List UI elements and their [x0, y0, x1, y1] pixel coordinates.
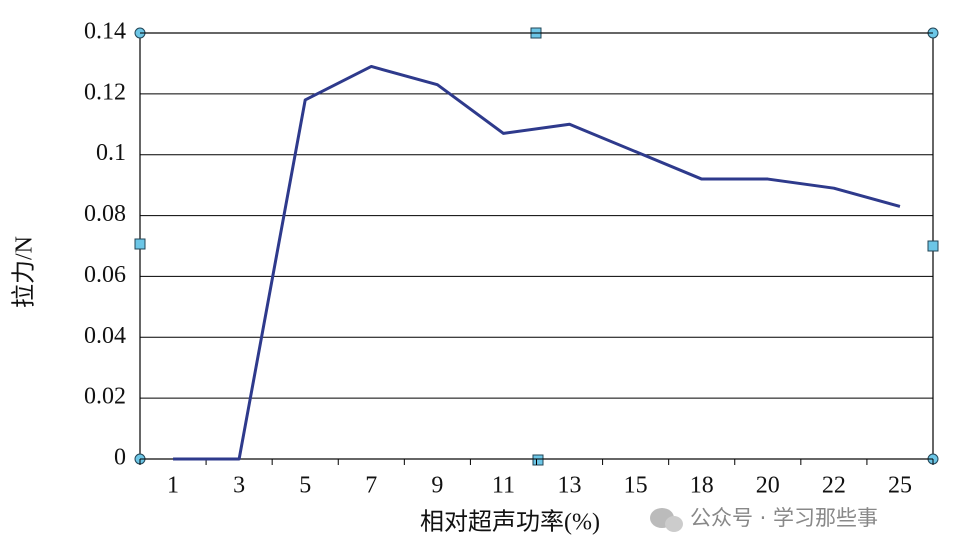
x-tick-label: 22	[822, 473, 846, 499]
x-tick-label: 7	[365, 473, 377, 499]
watermark: 公众号 · 学习那些事	[690, 506, 878, 530]
x-tick-label: 3	[233, 473, 245, 499]
y-tick-label: 0.1	[96, 140, 126, 166]
x-tick-label: 5	[299, 473, 311, 499]
data-line	[173, 64, 901, 461]
y-tick-label: 0.02	[84, 384, 126, 410]
x-axis-label: 相对超声功率(%)	[420, 509, 600, 536]
x-tick-label: 15	[624, 473, 648, 499]
y-tick-label: 0	[114, 445, 126, 471]
y-axis-label: 拉力/N	[11, 236, 38, 308]
watermark-icon	[650, 508, 683, 532]
y-tick-label: 0.08	[84, 201, 126, 227]
x-tick-label: 25	[888, 473, 912, 499]
x-tick-label: 9	[431, 473, 443, 499]
x-tick-label: 13	[558, 473, 582, 499]
y-tick-label: 0.04	[84, 323, 126, 349]
x-tick-label: 18	[690, 473, 714, 499]
y-tick-label: 0.12	[84, 79, 126, 105]
x-tick-label: 20	[756, 473, 780, 499]
plot-border	[139, 32, 934, 460]
y-tick-label: 0.06	[84, 262, 126, 288]
x-tick-label: 11	[492, 473, 515, 499]
x-tick-label: 1	[167, 473, 179, 499]
y-tick-label: 0.14	[84, 19, 126, 45]
